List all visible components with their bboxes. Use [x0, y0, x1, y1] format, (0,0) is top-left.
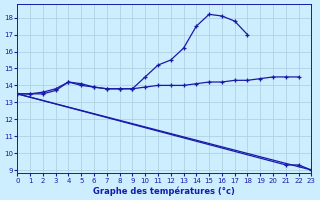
X-axis label: Graphe des températures (°c): Graphe des températures (°c): [93, 186, 235, 196]
